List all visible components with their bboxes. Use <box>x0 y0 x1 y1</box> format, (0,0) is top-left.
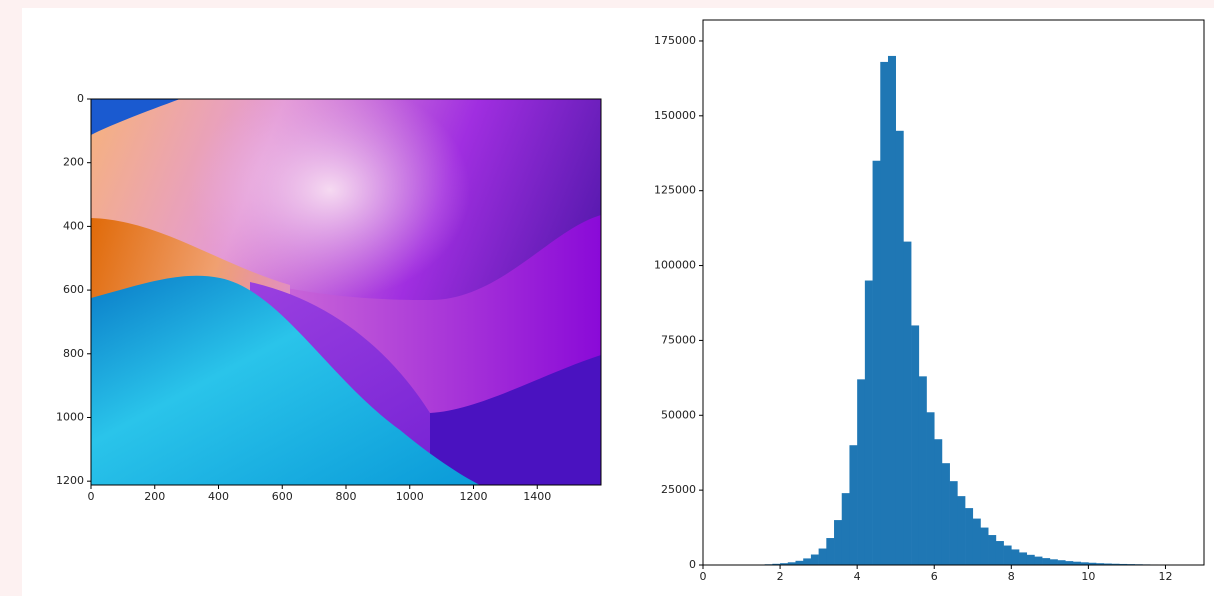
y-tick-label: 400 <box>63 219 84 232</box>
histogram-bar <box>1034 556 1043 565</box>
histogram-bar <box>1011 549 1020 565</box>
histogram-bar <box>926 412 935 565</box>
x-tick-label: 1000 <box>396 490 424 503</box>
histogram-bar <box>949 481 958 565</box>
y-tick-label: 75000 <box>661 333 696 346</box>
x-tick-label: 4 <box>854 570 861 583</box>
y-tick-label: 1200 <box>56 474 84 487</box>
axes-frame <box>702 19 1205 566</box>
histogram-bar <box>995 541 1004 565</box>
histogram-bar <box>941 463 950 565</box>
histogram-bar <box>1096 563 1105 565</box>
histogram-bar <box>1026 554 1035 565</box>
histogram-bar <box>1019 552 1028 565</box>
x-tick-label: 2 <box>777 570 784 583</box>
x-tick-label: 800 <box>336 490 357 503</box>
histogram-bar <box>934 439 943 565</box>
histogram-bar <box>810 554 819 565</box>
histogram-bar <box>841 493 850 565</box>
histogram-bar <box>895 130 904 566</box>
histogram-bar <box>980 527 989 565</box>
histogram-bar <box>1072 561 1081 565</box>
y-tick-label: 200 <box>63 156 84 169</box>
y-tick-label: 0 <box>77 92 84 105</box>
x-tick-label: 8 <box>1008 570 1015 583</box>
x-tick-label: 600 <box>272 490 293 503</box>
y-tick-label: 25000 <box>661 483 696 496</box>
histogram-bar <box>772 563 781 565</box>
histogram-bar <box>911 325 920 565</box>
histogram-bar <box>1049 559 1058 565</box>
histogram-bar <box>972 518 981 565</box>
x-tick-label: 200 <box>144 490 165 503</box>
histogram-bar <box>787 562 796 565</box>
histogram-bar <box>1003 545 1012 565</box>
histogram-bar <box>818 548 827 565</box>
histogram-bar <box>918 376 927 565</box>
y-tick-label: 0 <box>689 558 696 571</box>
histogram-bar <box>803 558 812 565</box>
x-tick-label: 1200 <box>460 490 488 503</box>
y-tick-label: 800 <box>63 347 84 360</box>
x-tick-label: 1400 <box>523 490 551 503</box>
x-tick-label: 10 <box>1081 570 1095 583</box>
image-art <box>91 99 601 485</box>
x-tick-label: 0 <box>700 570 707 583</box>
histogram-bar <box>1088 562 1097 565</box>
histogram-bar <box>1103 563 1112 565</box>
x-tick-label: 0 <box>88 490 95 503</box>
histogram-bar <box>780 563 789 565</box>
y-tick-label: 1000 <box>56 410 84 423</box>
histogram-bar <box>957 496 966 565</box>
y-tick-label: 150000 <box>654 109 696 122</box>
histogram-bar <box>880 61 889 566</box>
histogram-bar <box>1080 562 1089 565</box>
y-tick-label: 100000 <box>654 259 696 272</box>
x-tick-label: 6 <box>931 570 938 583</box>
histogram-bar <box>795 560 804 565</box>
y-tick-label: 600 <box>63 283 84 296</box>
histogram-bar <box>864 280 873 565</box>
histogram-bar <box>826 538 835 565</box>
y-tick-label: 125000 <box>654 184 696 197</box>
histogram-bar <box>1042 558 1051 565</box>
x-tick-label: 400 <box>208 490 229 503</box>
histogram-bar <box>1111 563 1120 565</box>
histogram-bar <box>857 379 866 565</box>
histogram-bar <box>887 55 896 565</box>
histogram-bar <box>965 508 974 565</box>
y-tick-label: 175000 <box>654 34 696 47</box>
histogram-bar <box>849 445 858 565</box>
y-tick-label: 50000 <box>661 408 696 421</box>
histogram-bar <box>903 241 912 566</box>
histogram-bar <box>988 535 997 565</box>
histogram-bar <box>872 160 881 565</box>
histogram-bar <box>1119 563 1128 565</box>
histogram-bar <box>834 520 843 565</box>
x-tick-label: 12 <box>1158 570 1172 583</box>
histogram-bar <box>1057 560 1066 565</box>
histogram-bar <box>1065 561 1074 565</box>
